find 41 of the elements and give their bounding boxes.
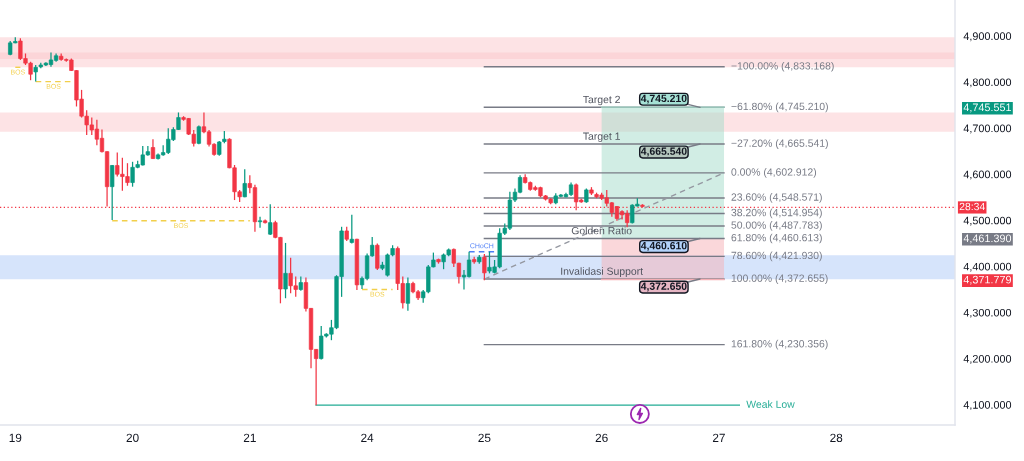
y-tick-label: 4,600.000	[963, 170, 1012, 180]
annotation: 4,665.540	[640, 147, 687, 157]
x-tick-label: 20	[126, 433, 139, 442]
y-tick-label: 4,200.000	[963, 354, 1012, 364]
text: 28:34	[959, 202, 985, 211]
series-label: −27.20% (4,665.541)	[731, 139, 828, 149]
y-tick-label: 4,800.000	[963, 78, 1012, 88]
series-label: 38.20% (4,514.954)	[731, 208, 822, 219]
series-label: 50.00% (4,487.783)	[731, 221, 822, 231]
y-tick-label: 4,371.779	[963, 275, 1012, 285]
annotation: 4,745.210	[640, 94, 687, 104]
x-tick-label: 24	[361, 433, 374, 442]
y-tick-label: 4,500.000	[963, 216, 1012, 226]
y-tick-label: 4,100.000	[963, 401, 1012, 411]
y-tick-label: 4,400.000	[963, 262, 1012, 272]
x-tick-label: 21	[243, 433, 256, 442]
series-label: 23.60% (4,548.571)	[731, 193, 822, 203]
x-tick-label: 25	[478, 433, 491, 442]
series-label: 0.00% (4,602.912)	[731, 168, 817, 178]
series-label: 78.60% (4,421.930)	[731, 251, 822, 262]
annotation: 4,460.610	[640, 241, 687, 251]
x-tick-label: 19	[9, 433, 22, 442]
series-label: 100.00% (4,372.655)	[731, 274, 828, 284]
series-label: −100.00% (4,833.168)	[731, 61, 834, 72]
y-tick-label: 4,900.000	[963, 32, 1012, 42]
annotation: Golden Ratio	[571, 226, 632, 235]
annotation: Target 1	[583, 132, 620, 142]
series-label: 61.80% (4,460.613)	[731, 233, 822, 244]
series-label: 161.80% (4,230.356)	[731, 339, 828, 350]
annotation: 4,372.650	[640, 282, 687, 292]
y-tick-label: 4,461.390	[963, 234, 1012, 244]
annotation: Invalidasi Support	[561, 267, 643, 277]
y-tick-label: 4,745.551	[963, 103, 1011, 113]
x-tick-label: 26	[595, 433, 608, 442]
y-tick-label: 4,300.000	[963, 308, 1012, 318]
series-label: −61.80% (4,745.210)	[731, 102, 828, 113]
x-tick-label: 28	[830, 433, 843, 442]
series-label: Weak Low	[746, 400, 795, 408]
y-tick-label: 4,700.000	[963, 124, 1012, 134]
annotation: Target 2	[583, 95, 620, 106]
x-tick-label: 27	[712, 433, 725, 442]
